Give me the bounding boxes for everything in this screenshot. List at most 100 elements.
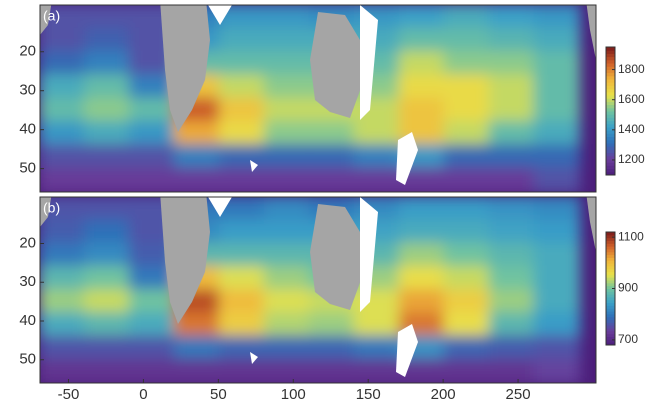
cell [263,144,311,170]
cell [263,5,311,30]
cell [263,219,311,245]
x-tick-label: 150 [356,386,381,403]
cell [308,167,356,192]
colorbar: 1200 1400 1600 1800 [605,46,645,176]
colorbar-step [606,305,615,309]
cell [40,312,86,338]
cell [128,167,176,192]
cell [218,120,266,147]
colorbar-step [606,333,615,338]
cell [308,335,356,361]
cell [488,144,536,170]
cell [353,312,401,338]
colorbar-step [606,311,615,315]
colorbar-step [606,133,615,138]
cell [128,144,176,170]
cell [263,312,311,338]
cell [353,120,401,147]
colorbar-step [606,274,615,278]
colorbar-step [606,101,615,106]
colorbar-step [606,91,615,96]
cell [398,197,446,222]
cell [40,97,86,123]
cell [83,74,131,100]
colorbar-step [606,79,615,83]
cell [83,312,131,338]
colorbar-step [606,336,615,340]
colorbar-tick-label: 700 [618,332,638,346]
y-tick-label: 30 [19,82,36,99]
cell [83,27,131,53]
x-tick-label: 250 [506,386,531,403]
colorbar-step [606,243,615,247]
cell [488,358,536,383]
cell [173,144,221,170]
cell [83,335,131,361]
y-tick-label: 30 [19,273,36,290]
cell [488,167,536,192]
colorbar-tick-label: 1200 [618,152,645,166]
colorbar-step [606,72,615,77]
panels: (a) 20 30 40 50 1200 1400 1600 1800 (b) 20 30 40 50 -5… [19,4,645,403]
colorbar-step [606,240,615,244]
cell [533,358,581,383]
cell [128,97,176,123]
cell [308,144,356,170]
cell [488,265,536,291]
cell [83,144,131,170]
colorbar-step [606,155,615,160]
colorbar-step [606,302,615,306]
cell [533,97,581,123]
cell [40,144,86,170]
cell [488,335,536,361]
cell [533,312,581,338]
cell [218,50,266,77]
x-tick-label: 0 [139,386,147,403]
y-tick-label: 40 [19,312,36,329]
colorbar-step [606,75,615,80]
colorbar-step [606,85,615,90]
cell [443,50,491,77]
colorbar-step [606,342,615,346]
colorbar-step [606,127,615,131]
colorbar-step [606,319,615,323]
colorbar-step [606,277,615,281]
colorbar-step [606,291,615,295]
colorbar-tick-label: 900 [618,281,638,295]
cell [83,265,131,291]
cell [353,144,401,170]
cell [263,50,311,77]
cell [218,219,266,245]
colorbar-step [606,234,615,239]
y-tick-label: 40 [19,121,36,138]
cell [83,5,131,30]
cell [263,358,311,383]
colorbar-step [606,171,615,176]
cell [40,74,86,100]
colorbar-step [606,246,615,250]
colorbar-tick-label: 1800 [618,62,645,76]
cells [40,197,581,383]
colorbar-step [606,114,615,118]
cell [83,242,131,268]
cell [443,5,491,30]
cell [128,289,176,315]
cell [443,97,491,123]
colorbar-step [606,66,615,70]
cell [533,144,581,170]
cell [218,289,266,315]
cell [128,335,176,361]
cell [40,265,86,291]
cell [128,358,176,383]
cell [83,97,131,123]
panel-label: (b) [43,200,60,216]
cell [263,167,311,192]
cell [398,97,446,123]
cell [533,120,581,147]
colorbar-tick-label: 1100 [618,229,644,243]
cell [443,219,491,245]
colorbar-step [606,282,615,287]
cell [398,265,446,291]
colorbar-step [606,162,615,166]
cell [173,335,221,361]
